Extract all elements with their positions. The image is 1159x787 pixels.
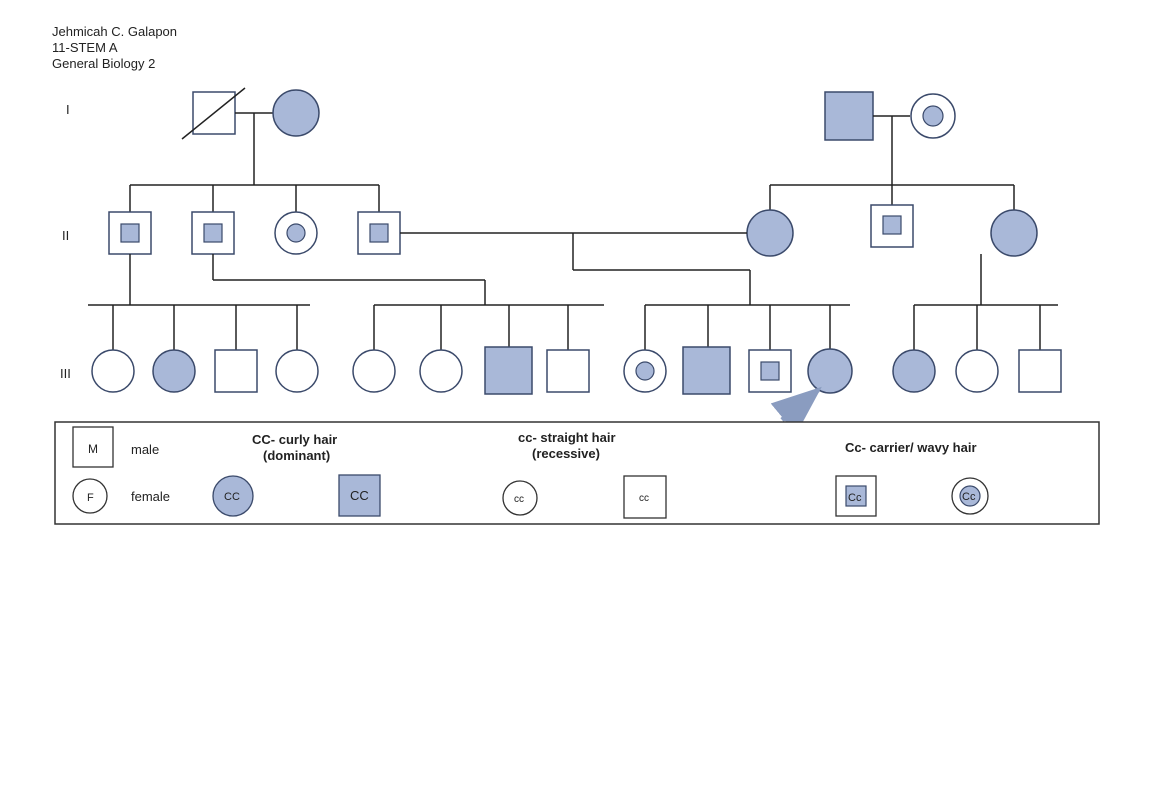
ii3-inner bbox=[287, 224, 305, 242]
legend-carrier-title: Cc- carrier/ wavy hair bbox=[845, 440, 977, 455]
i4-female-carrier-inner bbox=[923, 106, 943, 126]
iii-c2-male-affected bbox=[683, 347, 730, 394]
iii-c4-female-affected-proband bbox=[808, 349, 852, 393]
legend-f-letter: F bbox=[87, 492, 94, 504]
iii-a2-female-affected bbox=[153, 350, 195, 392]
iii-a4-female bbox=[276, 350, 318, 392]
iii-c1-inner bbox=[636, 362, 654, 380]
legend-female-label: female bbox=[131, 489, 170, 504]
ii4-inner bbox=[370, 224, 388, 242]
iii-c3-inner bbox=[761, 362, 779, 380]
ii6-inner bbox=[883, 216, 901, 234]
legend-ccdom-sub: (dominant) bbox=[263, 448, 330, 463]
legend-male-label: male bbox=[131, 442, 159, 457]
iii-a3-male bbox=[215, 350, 257, 392]
svg-text:Cc: Cc bbox=[962, 491, 976, 503]
iii-b1-female bbox=[353, 350, 395, 392]
iii-b2-female bbox=[420, 350, 462, 392]
svg-text:CC: CC bbox=[224, 491, 240, 503]
iii-a1-female bbox=[92, 350, 134, 392]
iii-d1-female-affected bbox=[893, 350, 935, 392]
svg-text:CC: CC bbox=[350, 488, 369, 503]
ii2-inner bbox=[204, 224, 222, 242]
iii-d3-male bbox=[1019, 350, 1061, 392]
ii7-female-affected bbox=[991, 210, 1037, 256]
i3-male-affected bbox=[825, 92, 873, 140]
pedigree-svg: M F CC CC cc cc Cc Cc bbox=[0, 0, 1159, 787]
iii-b3-male-affected bbox=[485, 347, 532, 394]
i2-female-affected bbox=[273, 90, 319, 136]
ii1-inner bbox=[121, 224, 139, 242]
svg-text:cc: cc bbox=[514, 494, 524, 505]
iii-d2-female bbox=[956, 350, 998, 392]
legend-ccrec-title: cc- straight hair bbox=[518, 430, 616, 445]
iii-b4-male bbox=[547, 350, 589, 392]
svg-text:cc: cc bbox=[639, 493, 649, 504]
legend-ccrec-sub: (recessive) bbox=[532, 446, 600, 461]
ii5-female-affected bbox=[747, 210, 793, 256]
proband-arrow bbox=[782, 390, 818, 420]
legend-m-letter: M bbox=[88, 442, 98, 456]
legend-ccdom-title: CC- curly hair bbox=[252, 432, 337, 447]
svg-text:Cc: Cc bbox=[848, 492, 862, 504]
